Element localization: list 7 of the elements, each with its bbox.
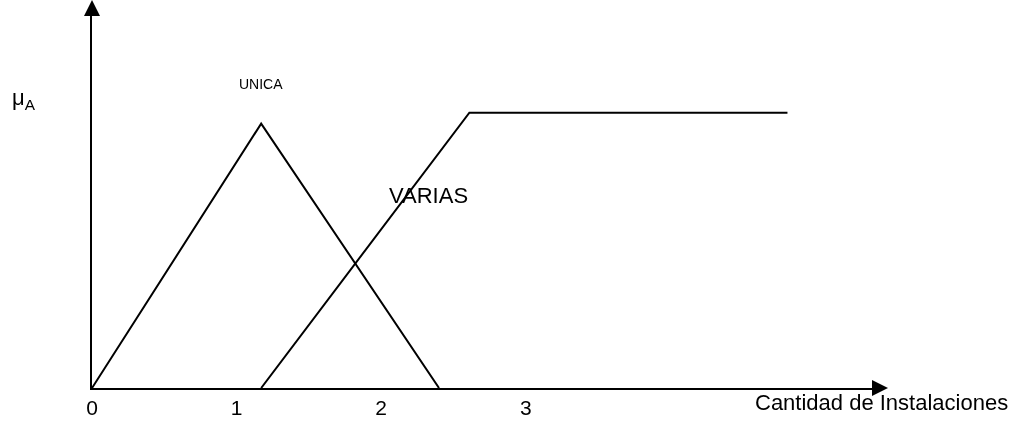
text: UNICA xyxy=(239,76,284,92)
x-tick-label: 1 xyxy=(230,396,243,420)
y-axis-title: μ$_{A}$ xyxy=(12,85,36,113)
x-tick-label: 2 xyxy=(375,396,388,420)
x-axis-title: Cantidad de Instalaciones xyxy=(755,390,1009,415)
x-tick-label: 3 xyxy=(519,396,532,420)
x-tick-label: 0 xyxy=(86,396,98,420)
